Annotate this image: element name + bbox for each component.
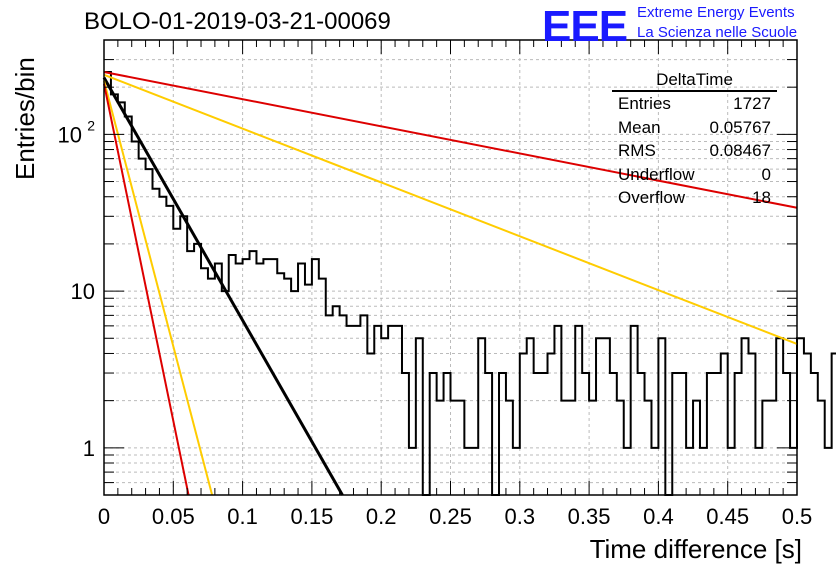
fit-line-0 (102, 76, 344, 496)
logo-caption-line1: Extreme Energy Events (637, 4, 795, 21)
x-tick-label: 0.3 (505, 504, 536, 529)
y-tick-label: 10 (58, 122, 82, 147)
x-tick-label: 0.4 (643, 504, 674, 529)
stats-value: 0.08467 (709, 141, 771, 160)
stats-row-rms: RMS 0.08467 (612, 139, 777, 163)
fit-line-1 (103, 73, 798, 345)
stats-label: Mean (618, 117, 661, 137)
chart-title: BOLO-01-2019-03-21-00069 (84, 8, 391, 35)
stats-label: Overflow (618, 188, 686, 207)
x-tick-label: 0 (98, 504, 110, 529)
stats-label: RMS (618, 141, 656, 160)
fit-line-4 (103, 83, 190, 496)
stats-row-underflow: Underflow 0 (612, 163, 777, 187)
logo-caption-line2: La Scienza nelle Scuole (637, 24, 798, 41)
stats-value: 18 (752, 188, 771, 207)
eee-logo: EEE (542, 2, 628, 51)
x-tick-label: 0.5 (782, 504, 813, 529)
stats-row-entries: Entries 1727 (612, 92, 777, 116)
histogram-series (104, 70, 836, 496)
x-axis-label: Time difference [s] (589, 534, 802, 564)
x-tick-label: 0.1 (227, 504, 258, 529)
stats-label: Entries (618, 94, 671, 113)
stats-row-mean: Mean 0.05767 (612, 116, 777, 140)
stats-value: 0.05767 (709, 117, 771, 137)
logo-caption: Extreme Energy Events La Scienza nelle S… (637, 3, 797, 43)
stats-value: 0 (761, 164, 771, 184)
x-tick-label: 0.45 (706, 504, 749, 529)
stats-title: DeltaTime (612, 70, 777, 92)
x-tick-label: 0.2 (366, 504, 397, 529)
y-tick-label-exponent: 2 (87, 117, 95, 133)
x-tick-label: 0.05 (152, 504, 195, 529)
stats-value: 1727 (733, 94, 771, 113)
stats-row-overflow: Overflow 18 (612, 186, 777, 210)
stats-box: DeltaTime Entries 1727 Mean 0.05767 RMS 0.0… (612, 70, 777, 210)
y-tick-label: 10 (71, 279, 95, 304)
fit-line-2 (103, 80, 214, 496)
stats-label: Underflow (618, 164, 695, 184)
x-tick-label: 0.35 (568, 504, 611, 529)
fit-line-3 (103, 71, 798, 209)
y-tick-label: 1 (83, 436, 95, 461)
y-axis-label: Entries/bin (10, 57, 40, 180)
x-tick-label: 0.25 (429, 504, 472, 529)
x-tick-label: 0.15 (290, 504, 333, 529)
